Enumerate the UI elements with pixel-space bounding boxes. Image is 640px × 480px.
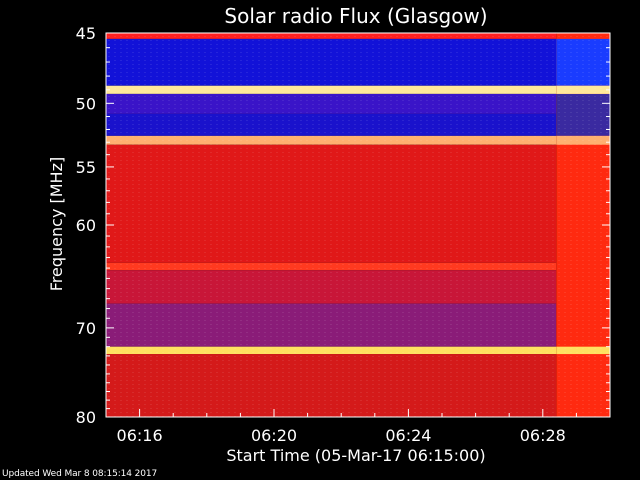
y-tick-label: 70 (76, 319, 96, 338)
y-tick-label: 55 (76, 158, 96, 177)
x-axis: 06:16 06:20 06:24 06:28 (105, 409, 611, 445)
x-tick-label: 06:16 (117, 426, 163, 445)
footer-updated-text: Updated Wed Mar 8 08:15:14 2017 (2, 469, 158, 479)
x-axis-label: Start Time (05-Mar-17 06:15:00) (226, 446, 485, 465)
y-tick-label: 80 (76, 408, 96, 427)
y-axis-label: Frequency [MHz] (47, 157, 66, 291)
plot-area (105, 32, 611, 418)
y-tick-label: 50 (76, 94, 96, 113)
x-tick-label: 06:20 (251, 426, 297, 445)
y-tick-label: 45 (76, 24, 96, 43)
texture-overlay (106, 33, 610, 417)
chart-title: Solar radio Flux (Glasgow) (224, 4, 487, 28)
y-tick-label: 60 (76, 216, 96, 235)
y-axis: 45 50 55 60 70 80 (76, 24, 610, 427)
x-tick-label: 06:24 (385, 426, 431, 445)
x-tick-label: 06:28 (520, 426, 566, 445)
